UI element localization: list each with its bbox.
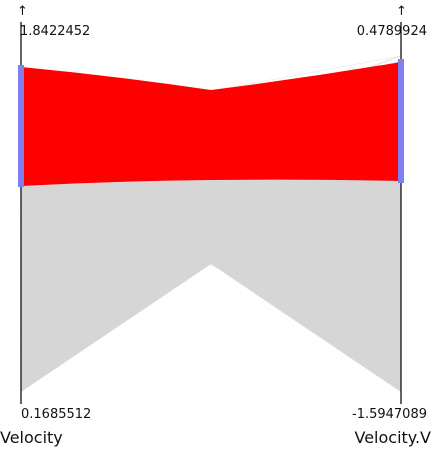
context-polyline <box>20 194 402 304</box>
axis-max-velocity: 1.8422452 <box>20 24 91 39</box>
context-polyline <box>20 178 402 301</box>
context-polyline <box>20 256 402 300</box>
highlight-polyline <box>20 104 402 179</box>
context-polyline <box>20 252 402 393</box>
context-polyline <box>20 206 402 370</box>
context-polyline <box>20 203 402 320</box>
context-polyline <box>20 198 402 278</box>
context-polyline <box>20 189 402 281</box>
context-polyline <box>20 179 402 274</box>
axis-name-velocity[interactable]: Velocity <box>0 428 63 447</box>
context-polyline <box>20 222 402 370</box>
context-polyline <box>20 231 402 270</box>
highlighted-polylines <box>20 60 402 186</box>
context-polyline <box>20 263 402 366</box>
context-polyline <box>20 213 402 285</box>
context-polyline <box>20 204 402 356</box>
highlight-polyline <box>20 67 402 135</box>
highlight-polyline <box>20 66 402 185</box>
context-polyline <box>20 230 402 386</box>
highlight-polyline <box>20 152 402 165</box>
context-polyline <box>20 196 402 290</box>
highlight-polyline <box>20 60 402 177</box>
context-polyline <box>20 203 402 354</box>
context-polyline <box>20 233 402 392</box>
context-polyline <box>20 181 402 335</box>
highlight-polyline <box>20 73 402 178</box>
context-polyline <box>20 225 402 299</box>
context-polyline <box>20 178 402 233</box>
axis-min-velocity-v: -1.5947089 <box>352 407 427 422</box>
context-polyline <box>20 187 402 319</box>
context-polyline <box>20 188 402 247</box>
context-polyline <box>20 220 402 329</box>
context-polyline <box>20 215 402 296</box>
highlight-polyline <box>20 73 402 163</box>
context-polyline <box>20 228 402 386</box>
context-polyline <box>20 197 402 346</box>
highlight-polyline <box>20 155 402 169</box>
context-polyline <box>20 206 402 383</box>
context-polyline <box>20 181 402 269</box>
highlight-polyline <box>20 78 402 156</box>
context-polyline <box>20 180 402 342</box>
context-polyline <box>20 192 402 208</box>
highlight-polyline <box>20 115 402 162</box>
highlight-polyline <box>20 77 402 107</box>
context-polyline <box>20 248 402 382</box>
sort-arrow-velocity-v[interactable]: ↑ <box>396 4 407 19</box>
highlight-polyline <box>20 78 402 178</box>
highlight-polyline <box>20 64 402 150</box>
context-polyline <box>20 190 402 324</box>
context-polyline <box>20 218 402 346</box>
context-polyline <box>20 233 402 333</box>
brush-handle-velocity-v[interactable] <box>398 59 404 183</box>
highlight-polyline <box>20 106 402 163</box>
highlight-polyline <box>20 109 402 150</box>
highlight-polyline <box>20 100 402 143</box>
context-polyline <box>20 186 402 311</box>
context-polyline <box>20 184 402 335</box>
context-polyline <box>20 188 402 387</box>
context-polyline <box>20 185 402 247</box>
context-polyline <box>20 189 402 284</box>
highlight-polyline <box>20 83 402 163</box>
context-polyline <box>20 196 402 270</box>
context-polyline <box>20 208 402 392</box>
highlight-polyline <box>20 114 402 168</box>
highlight-polyline <box>20 85 402 177</box>
context-polyline <box>20 195 402 313</box>
sort-arrow-velocity[interactable]: ↑ <box>17 4 28 19</box>
axis-max-velocity-v: 0.4789924 <box>356 24 427 39</box>
highlight-polyline <box>20 108 402 175</box>
highlight-polyline <box>20 123 402 142</box>
context-polyline <box>20 177 402 325</box>
context-polyline <box>20 208 402 314</box>
context-polyline <box>20 191 402 357</box>
highlight-polyline <box>20 81 402 120</box>
brush-handle-velocity[interactable] <box>18 65 24 187</box>
context-polyline <box>20 216 402 338</box>
highlight-polyline <box>20 85 402 124</box>
context-polyline <box>20 182 402 313</box>
axis-min-velocity: 0.1685512 <box>21 407 92 422</box>
context-polyline <box>20 189 402 281</box>
context-polyline <box>20 191 402 319</box>
context-polyline <box>20 192 402 329</box>
highlight-polyline <box>20 98 402 133</box>
context-polyline <box>20 209 402 238</box>
context-polyline <box>20 252 402 353</box>
axis-name-velocity-v[interactable]: Velocity.V <box>354 428 431 447</box>
context-polyline <box>20 206 402 357</box>
